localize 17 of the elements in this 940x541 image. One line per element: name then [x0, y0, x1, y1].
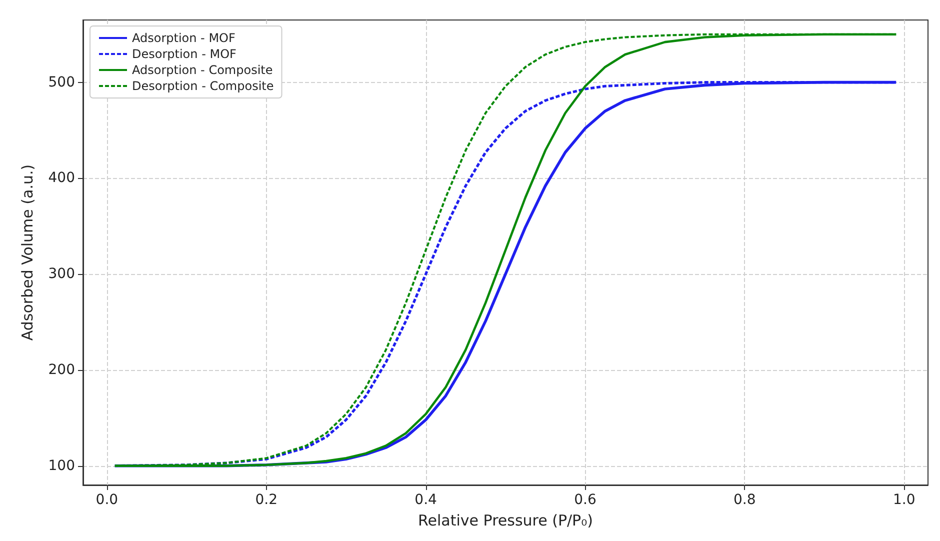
y-tick-label: 100 [48, 458, 75, 474]
y-tick-label: 400 [48, 170, 75, 186]
y-tick-label: 500 [48, 74, 75, 90]
x-axis-title: Relative Pressure (P/P₀) [418, 512, 593, 530]
y-tick-label: 300 [48, 266, 75, 282]
x-tick-label: 0.4 [414, 492, 438, 508]
x-tick-label: 0.0 [96, 492, 118, 508]
x-tick-label: 0.8 [734, 492, 756, 508]
legend-label: Desorption - MOF [132, 47, 237, 61]
x-tick-label: 0.2 [255, 492, 278, 508]
y-axis-title: Adsorbed Volume (a.u.) [18, 164, 36, 341]
y-tick-label: 200 [48, 362, 75, 378]
legend-label: Adsorption - MOF [132, 31, 236, 45]
legend-label: Desorption - Composite [132, 79, 274, 93]
x-tick-label: 0.6 [574, 492, 596, 508]
x-tick-label: 1.0 [892, 492, 916, 508]
legend-label: Adsorption - Composite [132, 63, 273, 77]
